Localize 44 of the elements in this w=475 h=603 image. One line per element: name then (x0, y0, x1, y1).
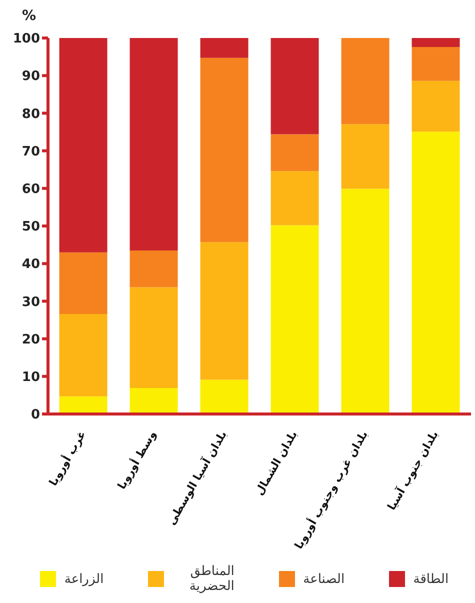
x-tick-label: بلدان الشمال (252, 428, 300, 498)
bar (130, 38, 178, 250)
legend-label: الزراعة (64, 572, 104, 586)
bar (59, 314, 108, 396)
y-tick-label: 20 (22, 332, 40, 348)
bar (200, 38, 248, 58)
y-tick-label: 10 (22, 370, 40, 386)
bar (200, 58, 248, 242)
x-tick-label: غرب أوروبا (46, 428, 88, 488)
bar (59, 38, 108, 252)
x-tick-label: وسط أوروبا (114, 428, 160, 492)
bar (341, 124, 390, 189)
legend-label: الصناعة (303, 572, 345, 586)
y-tick-label: 30 (22, 294, 40, 310)
bar (200, 380, 248, 414)
x-tick-label: بلدان آسيا الوسطى (164, 428, 230, 528)
bar (130, 388, 178, 414)
bar (200, 242, 248, 380)
bar (130, 250, 178, 288)
bar (412, 38, 460, 48)
y-tick-label: 80 (22, 106, 40, 122)
bar (59, 396, 108, 414)
y-tick-label: 100 (12, 32, 40, 47)
bar (341, 188, 390, 414)
bar (412, 47, 460, 81)
bar (341, 38, 390, 124)
legend-label: المناطق الحضرية (188, 564, 234, 594)
y-tick-label: 0 (30, 408, 40, 423)
bar (130, 287, 178, 388)
bar (412, 80, 460, 132)
bar (270, 38, 319, 134)
bar (412, 132, 460, 414)
bar (270, 134, 319, 172)
bar (270, 225, 319, 414)
y-tick-label: 50 (22, 220, 40, 235)
y-axis-title: % (22, 8, 36, 24)
y-tick-label: 60 (22, 182, 40, 198)
y-tick-label: 70 (22, 144, 40, 160)
legend-label: الطاقة (413, 572, 449, 586)
y-tick-label: 40 (22, 257, 40, 272)
bar (59, 252, 108, 314)
bar (270, 171, 319, 226)
y-tick-label: 90 (22, 69, 40, 84)
x-tick-label: بلدان جنوب آسيا (384, 428, 441, 512)
